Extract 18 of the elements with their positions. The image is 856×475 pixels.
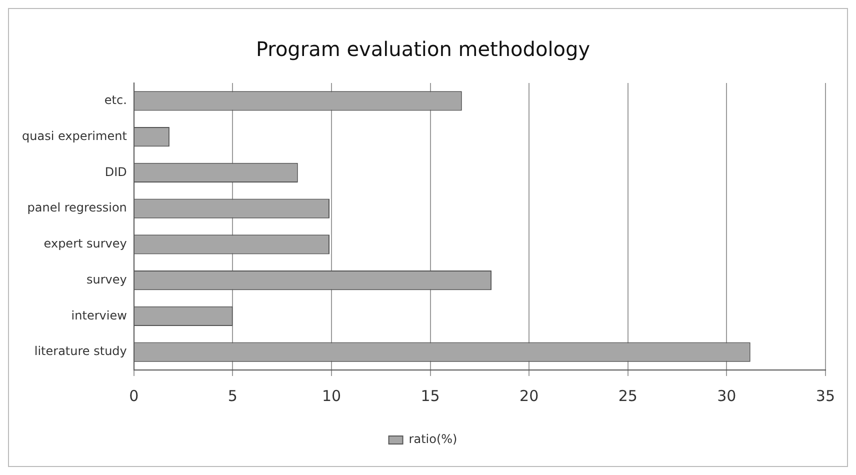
chart-title: Program evaluation methodology [256, 37, 590, 62]
y-tick-label: DID [104, 164, 127, 179]
x-tick-label: 25 [618, 386, 638, 405]
y-tick-label: expert survey [44, 236, 127, 251]
x-tick-label: 15 [420, 386, 440, 405]
x-tick-label: 5 [228, 386, 238, 405]
legend-label: ratio(%) [408, 432, 458, 446]
x-tick-label: 35 [816, 386, 836, 405]
x-tick-label: 30 [717, 386, 736, 405]
x-tick-label: 0 [129, 386, 139, 405]
y-tick-label: quasi experiment [22, 128, 128, 143]
y-tick-label: etc. [104, 93, 127, 108]
x-tick-label: 10 [322, 386, 342, 405]
y-tick-label: panel regression [27, 200, 127, 215]
y-tick-label: survey [86, 272, 127, 286]
x-tick-label: 20 [520, 386, 539, 405]
y-tick-label: literature study [34, 344, 127, 358]
y-tick-label: interview [71, 308, 128, 322]
